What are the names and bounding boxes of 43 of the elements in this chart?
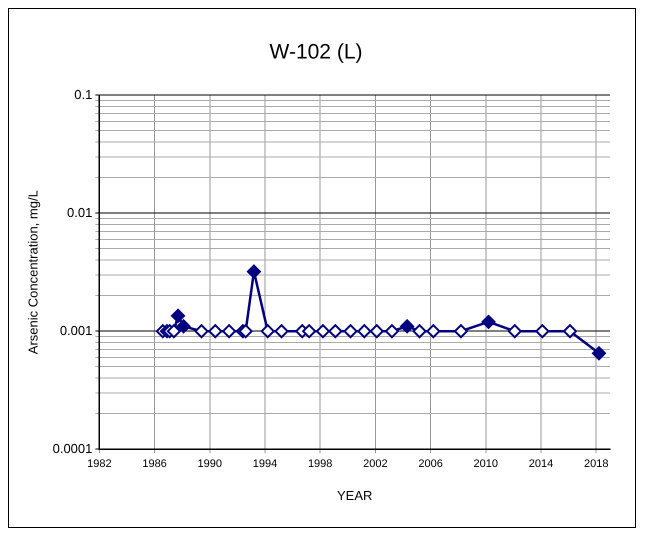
point <box>238 324 253 338</box>
x-tick-label: 2018 <box>584 458 608 470</box>
y-tick-label: 0.001 <box>60 322 92 338</box>
x-tick-label: 1982 <box>87 458 112 470</box>
y-axis-title: Arsenic Concentration, mg/L <box>25 190 40 354</box>
y-tick-label: 0.01 <box>67 204 92 220</box>
x-tick-label: 1998 <box>308 458 332 470</box>
point <box>246 264 261 279</box>
point <box>400 319 414 334</box>
point <box>316 324 330 338</box>
x-tick-label: 1994 <box>252 458 278 470</box>
point <box>508 324 522 338</box>
point <box>171 308 186 323</box>
point <box>370 324 384 338</box>
x-tick-label: 2002 <box>363 458 388 470</box>
x-tick-label: 1986 <box>142 458 167 470</box>
y-tick-label: 0.1 <box>74 86 92 102</box>
point <box>274 324 289 338</box>
point <box>222 324 236 338</box>
point <box>208 324 222 338</box>
point <box>357 324 372 338</box>
point <box>176 319 191 334</box>
point <box>412 324 427 338</box>
x-axis-title: YEAR <box>336 488 372 503</box>
point <box>426 324 440 338</box>
point <box>535 324 550 338</box>
x-tick-label: 2006 <box>418 458 443 470</box>
point <box>562 324 577 338</box>
point <box>328 324 342 338</box>
point <box>454 324 468 338</box>
point <box>166 324 181 338</box>
chart-title: W-102 (L) <box>270 40 362 64</box>
point <box>592 346 606 360</box>
point <box>194 324 208 338</box>
x-tick-label: 2010 <box>474 458 498 470</box>
x-tick-label: 2014 <box>528 458 554 470</box>
point <box>344 324 358 338</box>
y-tick-label: 0.0001 <box>52 440 92 456</box>
x-tick-label: 1990 <box>198 458 222 470</box>
point <box>260 324 275 338</box>
point <box>482 314 496 329</box>
point <box>302 324 316 338</box>
point <box>384 324 399 338</box>
